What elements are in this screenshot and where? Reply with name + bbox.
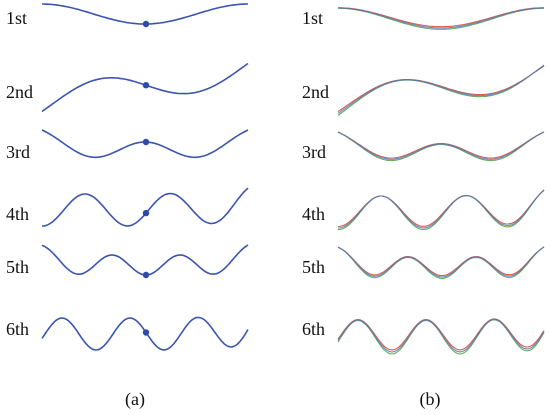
- mode-curve: [338, 7, 544, 28]
- mode-curve: [337, 65, 545, 112]
- node-dot: [142, 20, 150, 28]
- mode-curve: [41, 187, 249, 227]
- node-dot: [142, 271, 150, 279]
- node-dot: [142, 138, 150, 146]
- panel-caption: (a): [125, 389, 145, 410]
- mode-label: 4th: [302, 204, 325, 224]
- mode-curve: [337, 246, 545, 279]
- mode-label: 2nd: [6, 82, 33, 102]
- node-dot: [142, 209, 150, 217]
- mode-curve: [337, 64, 545, 116]
- panel-caption: (b): [420, 389, 441, 410]
- mode-label: 1st: [6, 8, 27, 28]
- mode-label: 1st: [302, 8, 323, 28]
- mode-curve: [337, 318, 545, 353]
- mode-label: 4th: [6, 204, 29, 224]
- mode-label: 5th: [302, 257, 325, 277]
- node-dot: [142, 82, 150, 89]
- mode-label: 6th: [302, 319, 325, 339]
- mode-label: 3rd: [6, 142, 30, 162]
- mode-curve: [337, 189, 545, 227]
- mode-curve: [337, 319, 545, 355]
- mode-curve: [337, 189, 545, 229]
- mode-curve: [337, 131, 545, 162]
- mode-curve: [337, 246, 545, 278]
- mode-curve: [337, 318, 545, 351]
- mode-curve: [41, 244, 249, 276]
- mode-curve: [337, 65, 545, 114]
- node-dot: [142, 329, 150, 336]
- mode-curve: [337, 131, 545, 160]
- mode-curve: [338, 7, 544, 29]
- mode-label: 5th: [6, 257, 29, 277]
- mode-label: 6th: [6, 319, 29, 339]
- mode-label: 2nd: [302, 82, 329, 102]
- mode-curve: [338, 7, 544, 30]
- mode-label: 3rd: [302, 142, 326, 162]
- mode-curve: [337, 246, 545, 277]
